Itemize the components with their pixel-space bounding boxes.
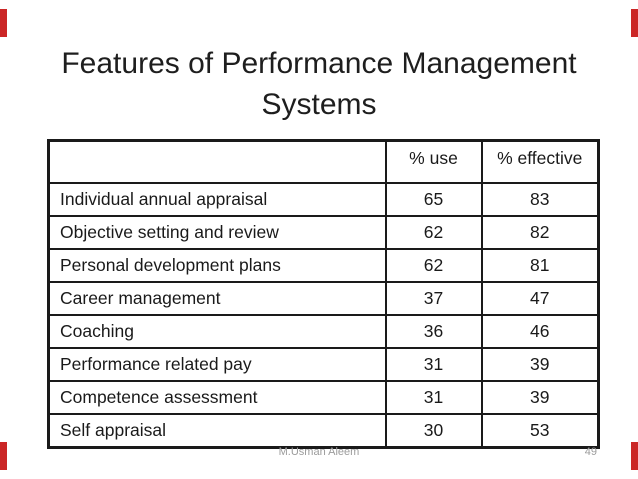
effective-value-cell: 82 [480,215,600,250]
use-value-cell: 65 [384,182,483,217]
effective-value-cell: 81 [480,248,600,283]
red-edge-mark-top-right [631,9,638,37]
feature-name-cell: Coaching [47,314,387,349]
use-value-cell: 36 [384,314,483,349]
table-row: Objective setting and review 62 82 [47,215,600,250]
page-number: 49 [584,446,597,458]
table-header-row: % use % effective [47,139,600,184]
use-value-cell: 62 [384,215,483,250]
features-table: % use % effective Individual annual appr… [47,139,600,449]
feature-name-cell: Competence assessment [47,380,387,415]
footer-author: M.Usman Aleem [278,446,360,458]
table-row: Self appraisal 30 53 [47,413,600,449]
slide-title-line2: Systems [261,88,377,121]
table-row: Career management 37 47 [47,281,600,316]
feature-name-cell: Career management [47,281,387,316]
slide-title: Features of Performance Management Syste… [0,43,638,125]
red-edge-mark-bottom-left [0,442,7,470]
table-row: Performance related pay 31 39 [47,347,600,382]
feature-name-cell: Personal development plans [47,248,387,283]
feature-name-cell: Objective setting and review [47,215,387,250]
use-value-cell: 30 [384,413,483,449]
effective-value-cell: 39 [480,347,600,382]
header-use-cell: % use [384,139,483,184]
use-value-cell: 37 [384,281,483,316]
slide-title-line1: Features of Performance Management [61,47,577,80]
effective-value-cell: 46 [480,314,600,349]
table-row: Personal development plans 62 81 [47,248,600,283]
table-row: Individual annual appraisal 65 83 [47,182,600,217]
feature-name-cell: Performance related pay [47,347,387,382]
effective-value-cell: 83 [480,182,600,217]
use-value-cell: 31 [384,380,483,415]
feature-name-cell: Self appraisal [47,413,387,449]
use-value-cell: 31 [384,347,483,382]
header-feature-cell [47,139,387,184]
table-row: Coaching 36 46 [47,314,600,349]
effective-value-cell: 53 [480,413,600,449]
red-edge-mark-bottom-right [631,442,638,470]
effective-value-cell: 39 [480,380,600,415]
feature-name-cell: Individual annual appraisal [47,182,387,217]
red-edge-mark-top-left [0,9,7,37]
header-effective-cell: % effective [480,139,600,184]
effective-value-cell: 47 [480,281,600,316]
table-row: Competence assessment 31 39 [47,380,600,415]
use-value-cell: 62 [384,248,483,283]
